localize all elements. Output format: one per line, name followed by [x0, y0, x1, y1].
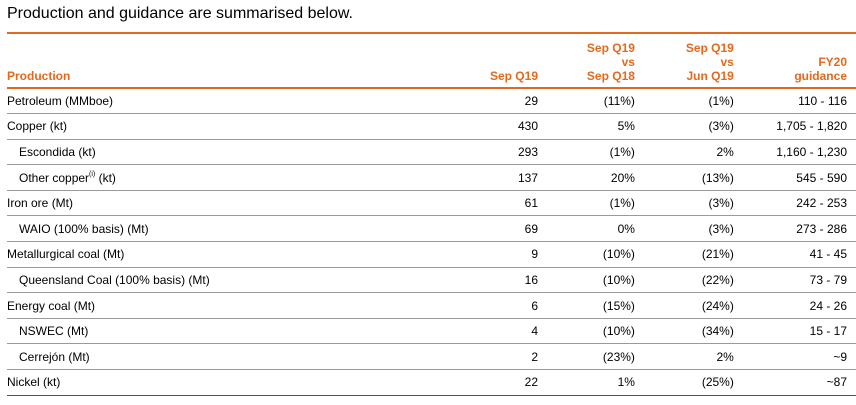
header-line: vs: [720, 55, 734, 69]
row-label: Nickel (kt): [7, 369, 442, 396]
cell-vs-sep-q18: 1%: [539, 369, 637, 396]
cell-fy20-guidance: 110 - 116: [734, 88, 856, 115]
intro-text: Production and guidance are summarised b…: [7, 5, 353, 22]
table-row: Petroleum (MMboe) 29 (11%) (1%) 110 - 11…: [7, 88, 856, 115]
header-line: FY20: [818, 55, 847, 69]
cell-vs-jun-q19: (24%): [636, 292, 735, 319]
cell-sep-q19: 9: [441, 241, 539, 268]
cell-vs-jun-q19: (3%): [636, 113, 735, 140]
cell-vs-sep-q18: 5%: [539, 113, 637, 140]
cell-sep-q19: 2: [441, 343, 539, 371]
header-line: Sep Q19: [586, 41, 635, 55]
cell-fy20-guidance: ~9: [734, 343, 856, 371]
row-label: Metallurgical coal (Mt): [7, 241, 442, 268]
header-vs-sep-q18: Sep Q19 vs Sep Q18: [539, 32, 637, 89]
cell-vs-jun-q19: (3%): [636, 215, 735, 243]
cell-vs-jun-q19: (21%): [636, 241, 735, 268]
table-row: Escondida (kt) 293 (1%) 2% 1,160 - 1,230: [7, 139, 856, 166]
table-row: Copper (kt) 430 5% (3%) 1,705 - 1,820: [7, 113, 856, 140]
cell-vs-jun-q19: 2%: [636, 139, 735, 166]
row-label: Copper (kt): [7, 113, 442, 140]
row-label: Escondida (kt): [7, 139, 442, 166]
cell-vs-sep-q18: 0%: [539, 215, 637, 243]
cell-vs-sep-q18: (15%): [539, 292, 637, 319]
cell-vs-jun-q19: (1%): [636, 88, 735, 115]
cell-fy20-guidance: 24 - 26: [734, 292, 856, 319]
cell-vs-jun-q19: (34%): [636, 318, 735, 345]
cell-vs-sep-q18: (10%): [539, 318, 637, 345]
row-label: Petroleum (MMboe): [7, 88, 442, 115]
row-label: Energy coal (Mt): [7, 292, 442, 319]
header-line: vs: [621, 55, 635, 69]
cell-fy20-guidance: 15 - 17: [734, 318, 856, 345]
table-row: Cerrejón (Mt) 2 (23%) 2% ~9: [7, 343, 856, 371]
header-line: Jun Q19: [686, 69, 734, 83]
table-row: Energy coal (Mt) 6 (15%) (24%) 24 - 26: [7, 292, 856, 319]
header-fy20-guidance: FY20 guidance: [734, 32, 856, 89]
cell-fy20-guidance: 545 - 590: [734, 164, 856, 191]
cell-fy20-guidance: 1,160 - 1,230: [734, 139, 856, 166]
header-production: Production: [7, 32, 442, 89]
table-row: Metallurgical coal (Mt) 9 (10%) (21%) 41…: [7, 241, 856, 268]
row-label: Iron ore (Mt): [7, 190, 442, 217]
table-row: Nickel (kt) 22 1% (25%) ~87: [7, 369, 856, 396]
header-line: Sep Q19: [685, 41, 734, 55]
table-row: WAIO (100% basis) (Mt) 69 0% (3%) 273 - …: [7, 215, 856, 243]
cell-fy20-guidance: 242 - 253: [734, 190, 856, 217]
cell-fy20-guidance: ~87: [734, 369, 856, 396]
cell-sep-q19: 61: [441, 190, 539, 217]
table-row: NSWEC (Mt) 4 (10%) (34%) 15 - 17: [7, 318, 856, 345]
cell-vs-sep-q18: (10%): [539, 267, 637, 294]
cell-vs-jun-q19: (3%): [636, 190, 735, 217]
cell-vs-sep-q18: (23%): [539, 343, 637, 371]
cell-sep-q19: 69: [441, 215, 539, 243]
cell-vs-jun-q19: (25%): [636, 369, 735, 396]
cell-sep-q19: 4: [441, 318, 539, 345]
row-label: Queensland Coal (100% basis) (Mt): [7, 267, 442, 294]
table-row: Queensland Coal (100% basis) (Mt) 16 (10…: [7, 267, 856, 294]
production-guidance-table: Production Sep Q19 Sep Q19 vs Sep Q18 Se…: [7, 32, 856, 396]
table-row: Iron ore (Mt) 61 (1%) (3%) 242 - 253: [7, 190, 856, 217]
header-line: guidance: [794, 69, 847, 83]
cell-vs-jun-q19: 2%: [636, 343, 735, 371]
cell-fy20-guidance: 1,705 - 1,820: [734, 113, 856, 140]
cell-fy20-guidance: 41 - 45: [734, 241, 856, 268]
cell-vs-sep-q18: (11%): [539, 88, 637, 115]
header-vs-jun-q19: Sep Q19 vs Jun Q19: [636, 32, 735, 89]
cell-fy20-guidance: 273 - 286: [734, 215, 856, 243]
cell-vs-sep-q18: 20%: [539, 164, 637, 191]
cell-sep-q19: 137: [441, 164, 539, 191]
footnote-marker: (i): [89, 170, 96, 178]
cell-fy20-guidance: 73 - 79: [734, 267, 856, 294]
cell-vs-sep-q18: (10%): [539, 241, 637, 268]
cell-vs-sep-q18: (1%): [539, 190, 637, 217]
row-label-unit: (kt): [95, 170, 116, 185]
cell-sep-q19: 16: [441, 267, 539, 294]
cell-sep-q19: 293: [441, 139, 539, 166]
table-row: Other copper(i) (kt) 137 20% (13%) 545 -…: [7, 164, 856, 191]
cell-vs-jun-q19: (13%): [636, 164, 735, 191]
row-label: NSWEC (Mt): [7, 318, 442, 345]
cell-sep-q19: 430: [441, 113, 539, 140]
header-line: Sep Q18: [586, 69, 635, 83]
row-label: WAIO (100% basis) (Mt): [7, 215, 442, 243]
cell-sep-q19: 22: [441, 369, 539, 396]
cell-sep-q19: 6: [441, 292, 539, 319]
cell-vs-sep-q18: (1%): [539, 139, 637, 166]
row-label: Cerrejón (Mt): [7, 343, 442, 371]
row-label-text: Other copper: [19, 170, 90, 185]
cell-vs-jun-q19: (22%): [636, 267, 735, 294]
header-sep-q19: Sep Q19: [441, 32, 539, 89]
cell-sep-q19: 29: [441, 88, 539, 115]
header-row: Production Sep Q19 Sep Q19 vs Sep Q18 Se…: [7, 32, 856, 89]
row-label: Other copper(i) (kt): [7, 164, 442, 191]
